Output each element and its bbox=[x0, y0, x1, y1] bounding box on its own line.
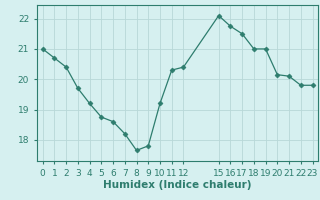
X-axis label: Humidex (Indice chaleur): Humidex (Indice chaleur) bbox=[103, 180, 252, 190]
